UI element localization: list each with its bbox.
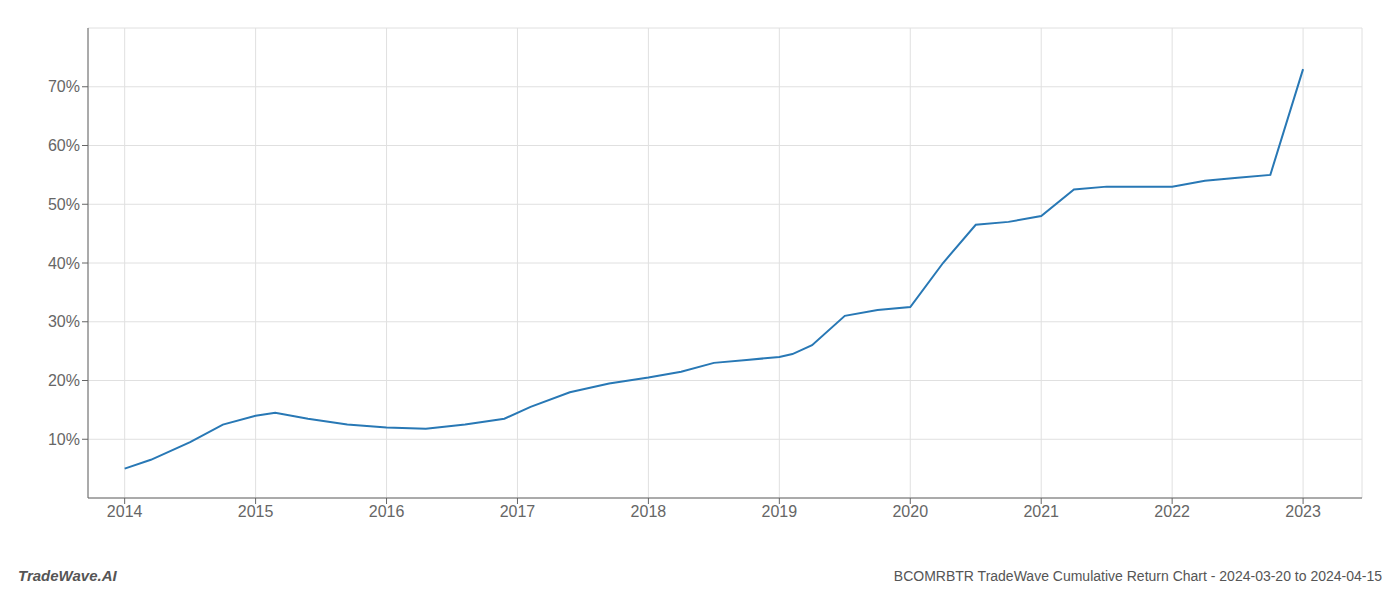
svg-text:70%: 70% bbox=[48, 78, 80, 95]
svg-text:40%: 40% bbox=[48, 255, 80, 272]
svg-text:2022: 2022 bbox=[1154, 503, 1190, 520]
svg-text:60%: 60% bbox=[48, 137, 80, 154]
svg-text:30%: 30% bbox=[48, 313, 80, 330]
svg-text:2021: 2021 bbox=[1023, 503, 1059, 520]
svg-text:2019: 2019 bbox=[762, 503, 798, 520]
svg-text:2014: 2014 bbox=[107, 503, 143, 520]
html-text:TradeWave.AI: TradeWave.AI bbox=[18, 567, 117, 584]
svg-text:2016: 2016 bbox=[369, 503, 405, 520]
svg-text:20%: 20% bbox=[48, 372, 80, 389]
svg-text:2015: 2015 bbox=[238, 503, 274, 520]
svg-text:2018: 2018 bbox=[631, 503, 667, 520]
svg-text:2017: 2017 bbox=[500, 503, 536, 520]
svg-text:2020: 2020 bbox=[892, 503, 928, 520]
svg-text:10%: 10% bbox=[48, 431, 80, 448]
html-text:BCOMRBTR TradeWave Cumulative: BCOMRBTR TradeWave Cumulative Return Cha… bbox=[893, 568, 1382, 584]
svg-text:50%: 50% bbox=[48, 196, 80, 213]
svg-text:2023: 2023 bbox=[1285, 503, 1321, 520]
